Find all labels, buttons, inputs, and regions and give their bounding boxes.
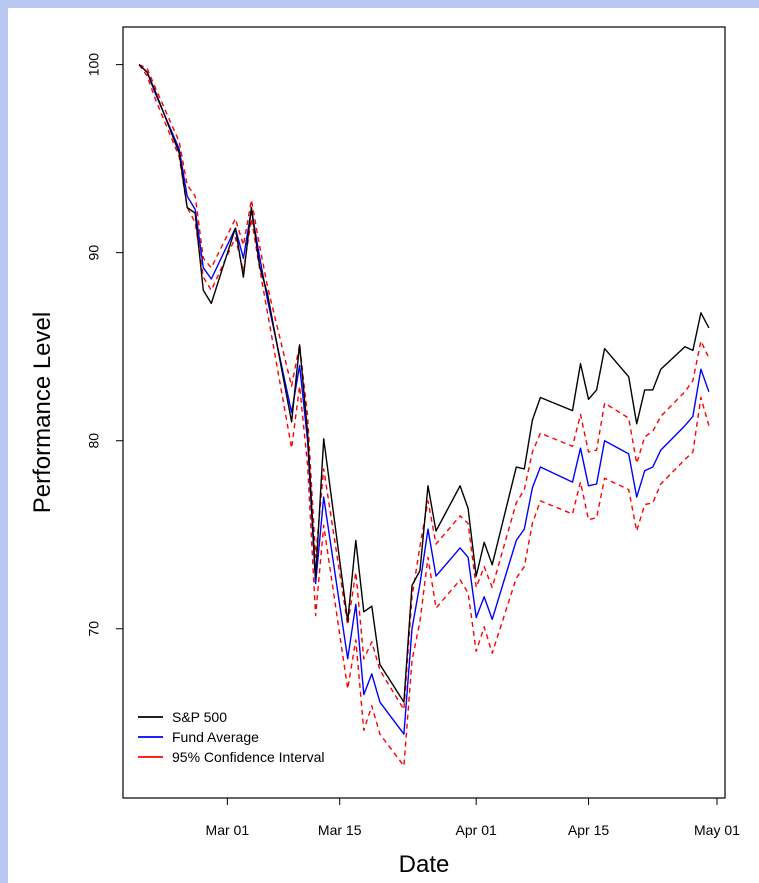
plot-frame xyxy=(8,8,759,883)
y-tick-label-90: 90 xyxy=(86,245,102,261)
legend-label-sp500: S&P 500 xyxy=(172,709,227,725)
x-tick-label-4: May 01 xyxy=(694,822,740,838)
plot-layer xyxy=(138,63,710,767)
series-line-fund xyxy=(138,64,710,735)
y-axis-title: Performance Level xyxy=(29,312,56,513)
y-tick-label-100: 100 xyxy=(86,53,102,77)
series-line-ci-lower xyxy=(138,64,710,767)
legend: S&P 500 Fund Average 95% Confidence Inte… xyxy=(138,709,325,765)
x-tick-label-0: Mar 01 xyxy=(206,822,250,838)
axis-layer: 70 80 90 100 Mar 01 Mar 15 Apr 01 Apr 15 May 01 xyxy=(86,26,740,838)
x-tick-label-2: Apr 01 xyxy=(456,822,497,838)
series-line-sp500 xyxy=(138,64,710,703)
y-tick-label-70: 70 xyxy=(86,621,102,637)
legend-label-fund: Fund Average xyxy=(172,729,259,745)
x-tick-label-3: Apr 15 xyxy=(568,822,609,838)
x-axis-title: Date xyxy=(399,851,450,878)
legend-label-ci: 95% Confidence Interval xyxy=(172,749,325,765)
y-tick-label-80: 80 xyxy=(86,433,102,449)
series-line-ci-upper xyxy=(138,63,710,711)
x-tick-label-1: Mar 15 xyxy=(318,822,362,838)
